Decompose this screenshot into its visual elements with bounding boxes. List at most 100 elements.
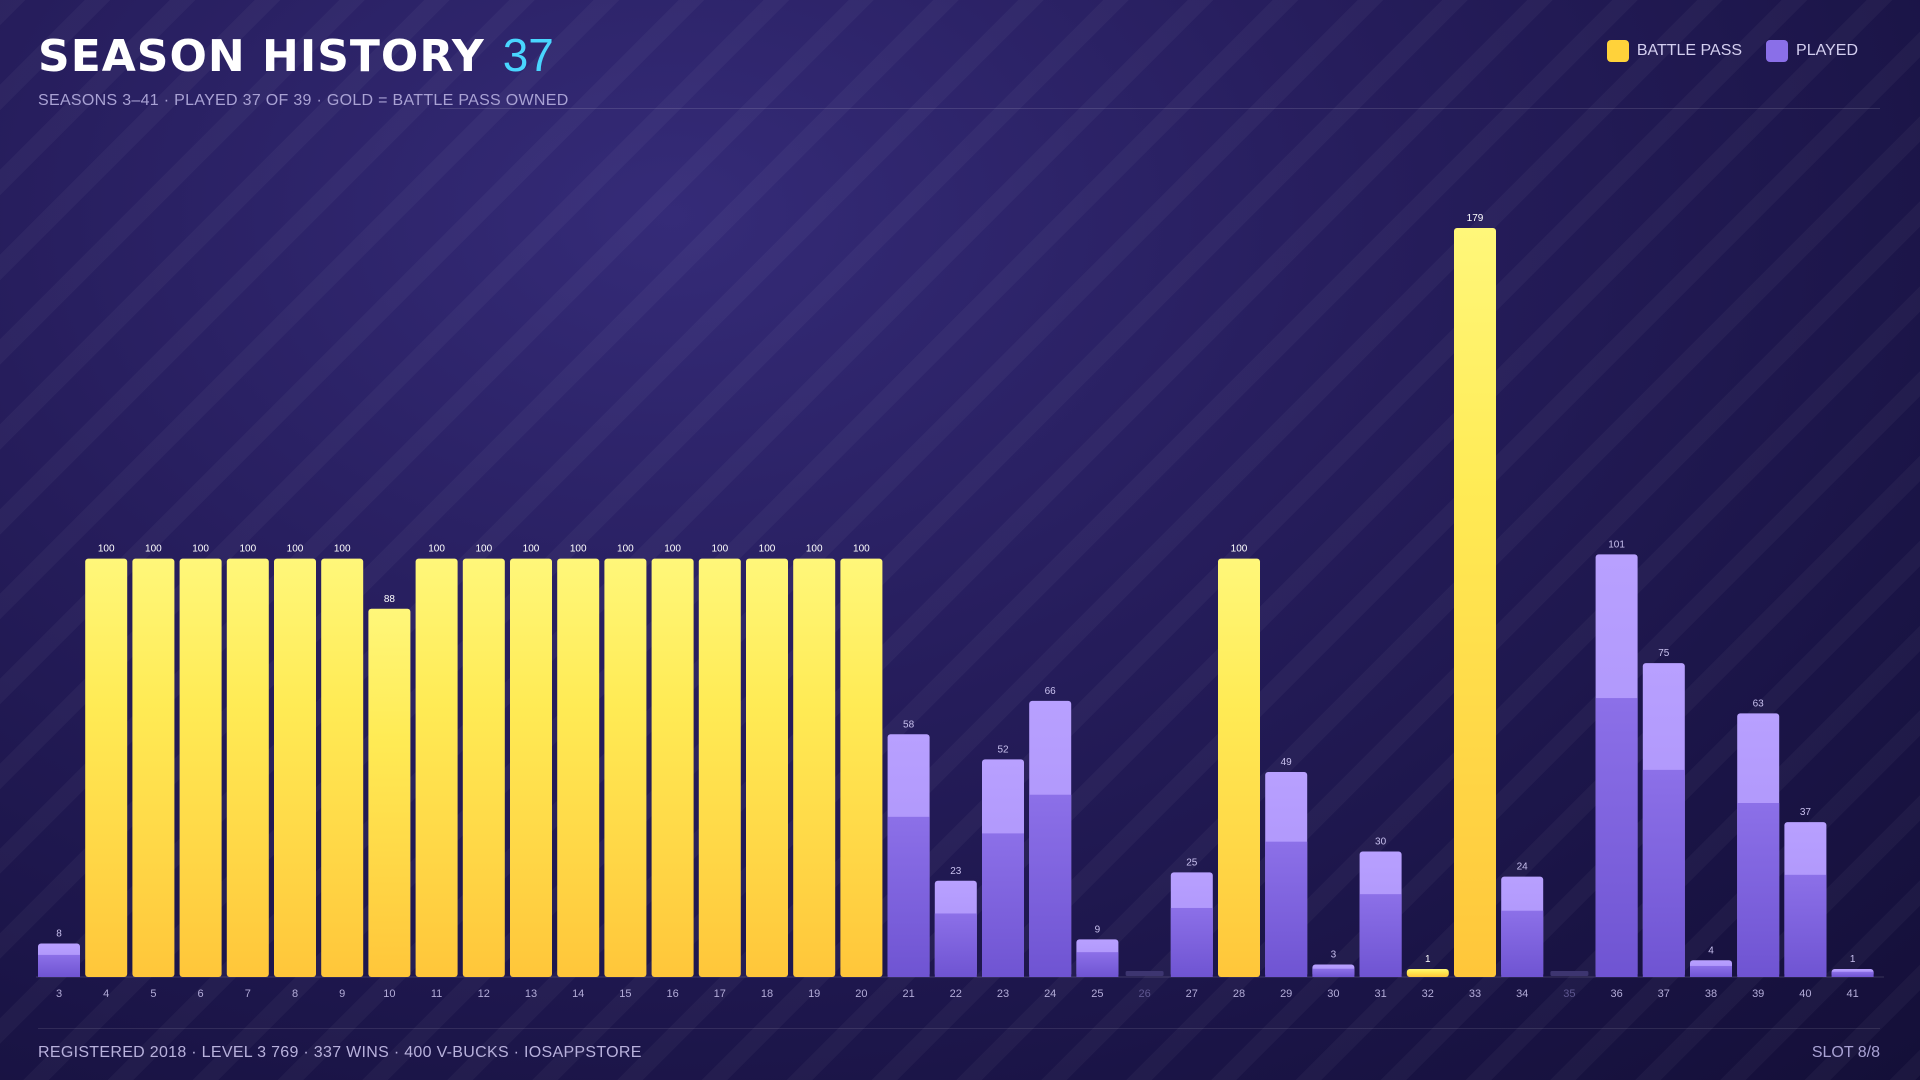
bar-played-lower (982, 833, 1024, 977)
bar-value-label: 58 (903, 719, 915, 730)
bar-battle-pass (1406, 969, 1449, 977)
x-tick-label: 31 (1374, 988, 1386, 1000)
bar-value-label: 88 (384, 594, 396, 605)
x-tick-label: 23 (997, 988, 1009, 1000)
bar-played-lower (1170, 907, 1213, 977)
bar-battle-pass (321, 558, 364, 977)
bar-battle-pass (557, 558, 600, 977)
bar-value-label: 23 (950, 866, 962, 877)
bar-value-label: 100 (239, 544, 256, 555)
footer-stats: REGISTERED 2018 · LEVEL 3 769 · 337 WINS… (38, 1044, 642, 1061)
bar-value-label: 100 (334, 544, 351, 555)
x-tick-label: 4 (103, 988, 109, 1000)
x-tick-label: 5 (150, 988, 156, 1000)
legend-label-battle-pass: BATTLE PASS (1636, 42, 1743, 59)
bar-value-label: 179 (1467, 213, 1484, 224)
bar-played-lower (1642, 769, 1685, 977)
x-tick-label: 22 (950, 988, 962, 1000)
bar-played-lower (1595, 698, 1638, 977)
x-tick-label: 14 (572, 988, 584, 1000)
footer-slot: SLOT 8/8 (1811, 1044, 1880, 1061)
bar-value-label: 100 (664, 544, 681, 555)
header: SEASON HISTORY 37 (38, 28, 554, 82)
bar-value-label: 100 (145, 544, 162, 555)
bar-value-label: 100 (570, 544, 587, 555)
x-tick-label: 13 (525, 988, 537, 1000)
bar-value-label: 100 (475, 544, 492, 555)
x-tick-label: 16 (666, 988, 678, 1000)
bar-played-lower (887, 816, 930, 977)
bar-played-lower (38, 954, 80, 977)
x-tick-label: 41 (1846, 988, 1858, 1000)
x-tick-label: 6 (198, 988, 204, 1000)
bar-value-label: 75 (1658, 648, 1670, 659)
bar-battle-pass (226, 558, 269, 977)
legend-item-battle-pass: BATTLE PASS (1606, 40, 1743, 62)
bar-played-lower (1029, 794, 1072, 977)
bar-played-lower (1737, 803, 1780, 977)
chart-legend: BATTLE PASS PLAYED (1606, 40, 1858, 62)
x-tick-label: 25 (1091, 988, 1103, 1000)
x-tick-label: 11 (431, 988, 442, 1000)
x-tick-label: 30 (1327, 988, 1339, 1000)
bar-value-label: 100 (617, 544, 634, 555)
bar-battle-pass (415, 558, 458, 977)
bar-played-lower (1265, 841, 1308, 977)
bar-battle-pass (604, 558, 647, 977)
page-subtitle: SEASONS 3–41 · PLAYED 37 OF 39 · GOLD = … (38, 92, 569, 109)
x-tick-label: 18 (761, 988, 773, 1000)
x-tick-label: 26 (1138, 988, 1150, 1000)
bar-played-lower (1076, 952, 1119, 977)
bar-value-label: 101 (1608, 539, 1625, 550)
bar-played-lower (1784, 874, 1827, 977)
bar-played-lower (1312, 968, 1355, 977)
x-tick-label: 35 (1563, 988, 1575, 1000)
bar-value-label: 100 (428, 544, 445, 555)
legend-label-played: PLAYED (1796, 42, 1858, 59)
bar-value-label: 100 (711, 544, 728, 555)
bar-value-label: 1 (1850, 954, 1856, 965)
bar-value-label: 1 (1425, 954, 1431, 965)
x-tick-label: 39 (1752, 988, 1764, 1000)
x-tick-label: 10 (383, 988, 395, 1000)
bar-played-lower (1359, 894, 1402, 977)
bar-battle-pass (651, 558, 694, 977)
x-tick-label: 33 (1469, 988, 1481, 1000)
bar-battle-pass (132, 558, 175, 977)
bar-played-lower (934, 913, 977, 977)
bar-battle-pass (746, 558, 788, 977)
bar-value-label: 100 (759, 544, 776, 555)
bar-value-label: 24 (1517, 862, 1529, 873)
bar-value-label: 66 (1045, 686, 1057, 697)
bar-value-label: 49 (1281, 757, 1293, 768)
bar-value-label: 30 (1375, 836, 1387, 847)
footer-divider (38, 1028, 1880, 1029)
bar-value-label: 100 (806, 544, 823, 555)
bar-battle-pass (793, 558, 836, 977)
bar-value-label: 9 (1095, 924, 1101, 935)
bar-played-lower (1831, 971, 1874, 977)
bar-battle-pass (698, 558, 741, 977)
bar-battle-pass (1218, 558, 1260, 977)
x-tick-label: 24 (1044, 988, 1056, 1000)
x-tick-label: 21 (902, 988, 914, 1000)
x-tick-label: 20 (855, 988, 867, 1000)
bar-battle-pass (840, 558, 883, 977)
bar-value-label: 8 (56, 929, 62, 940)
x-tick-label: 17 (714, 988, 726, 1000)
bar-battle-pass (179, 558, 222, 977)
x-tick-label: 7 (245, 988, 251, 1000)
bar-played-lower (1690, 965, 1732, 977)
bar-value-label: 37 (1800, 807, 1812, 818)
x-tick-label: 8 (292, 988, 298, 1000)
bar-not-played (1125, 971, 1164, 976)
bar-value-label: 100 (192, 544, 209, 555)
bar-battle-pass (368, 608, 411, 977)
page-title: SEASON HISTORY (38, 31, 485, 82)
bar-battle-pass (1454, 228, 1496, 977)
bar-value-label: 100 (853, 544, 870, 555)
x-tick-label: 9 (339, 988, 345, 1000)
x-tick-label: 12 (478, 988, 490, 1000)
header-divider (440, 108, 1880, 109)
